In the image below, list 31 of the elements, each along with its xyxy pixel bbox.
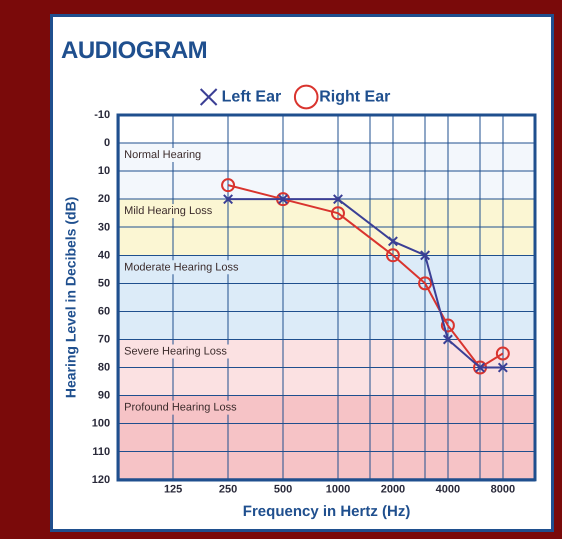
y-tick-label: 90 — [98, 390, 110, 402]
legend-label: Right Ear — [319, 88, 390, 106]
x-tick-label: 250 — [218, 483, 238, 496]
band-label: Normal Hearing — [124, 149, 202, 162]
x-tick-label: 125 — [164, 483, 182, 496]
x-tick-label: 2000 — [380, 483, 406, 496]
x-tick-label: 1000 — [326, 483, 350, 496]
x-tick-label: 8000 — [490, 483, 516, 496]
y-tick-label: 40 — [98, 249, 110, 262]
band-label: Mild Hearing Loss — [124, 205, 213, 218]
y-tick-label: 110 — [92, 446, 110, 458]
y-tick-label: 10 — [98, 165, 110, 178]
chart-title: AUDIOGRAM — [61, 37, 208, 65]
x-tick-label: 4000 — [436, 483, 460, 496]
x-axis-title: Frequency in Hertz (Hz) — [242, 503, 410, 520]
y-tick-label: 30 — [98, 221, 110, 234]
y-tick-label: 100 — [92, 418, 110, 430]
y-tick-label: 20 — [98, 193, 110, 206]
band-label: Severe Hearing Loss — [124, 346, 228, 358]
band-label: Moderate Hearing Loss — [124, 261, 239, 274]
legend-label: Left Ear — [222, 88, 282, 106]
y-tick-label: 0 — [104, 137, 110, 150]
y-tick-label: 50 — [98, 277, 110, 290]
y-tick-label: 70 — [98, 334, 110, 346]
x-tick-label: 500 — [274, 483, 292, 496]
y-tick-label: 60 — [98, 305, 110, 318]
y-tick-label: 120 — [92, 474, 110, 486]
band-label: Profound Hearing Loss — [124, 402, 238, 414]
y-tick-label: 80 — [98, 362, 110, 374]
y-axis-title: Hearing Level in Decibels (dB) — [62, 196, 78, 398]
y-tick-label: -10 — [94, 109, 110, 122]
